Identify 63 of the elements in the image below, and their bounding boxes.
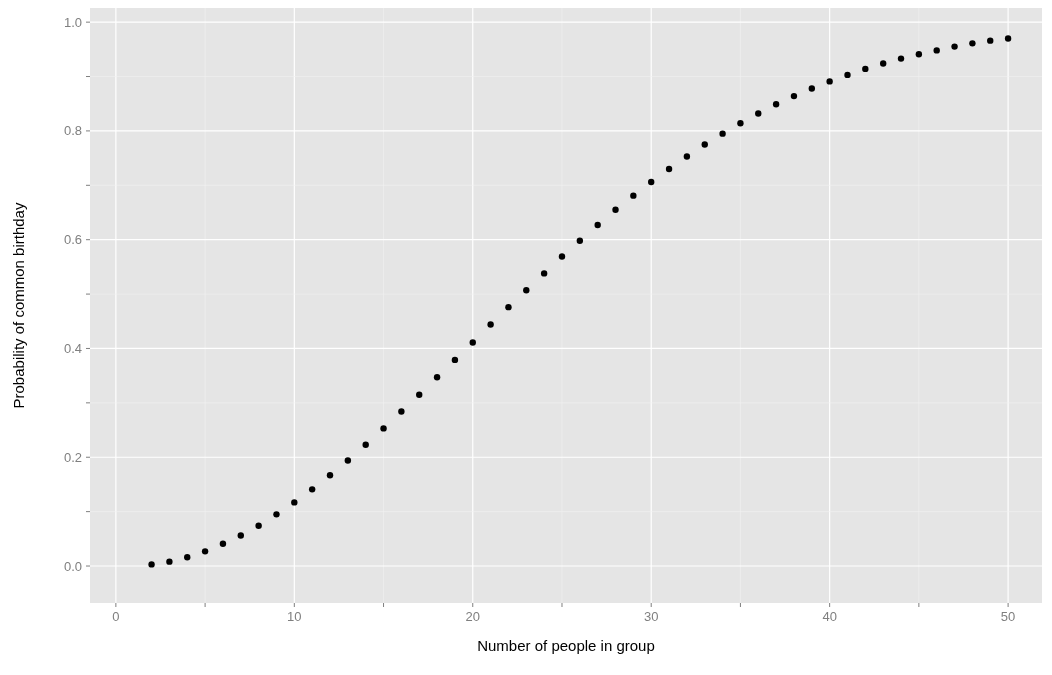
point [201,548,209,555]
point [237,532,244,539]
point [826,78,833,85]
point [1004,35,1012,42]
point [844,71,851,79]
point [505,303,512,311]
point [933,47,940,54]
point [951,43,958,50]
y-tick-label: 1.0 [63,14,82,30]
x-tick-label: 30 [643,609,659,624]
point [416,391,423,398]
point [558,253,566,260]
point [148,561,155,568]
point [576,237,584,244]
point [612,206,619,213]
x-tick-label: 20 [465,609,480,624]
point [772,101,780,108]
point [969,40,976,47]
x-tick-label: 0 [112,609,120,624]
point [344,457,352,464]
point [648,178,655,186]
y-tick-label: 0.6 [63,232,82,248]
point [166,558,173,565]
point [987,37,994,44]
y-tick-label: 0.8 [63,123,82,139]
point [683,153,691,160]
point [219,540,227,547]
point [380,425,387,432]
point [523,287,530,294]
point [630,192,637,199]
point [433,374,441,381]
point [665,165,673,173]
point [398,408,405,415]
point [255,522,262,529]
point [273,511,280,518]
point [719,130,726,137]
point [862,65,869,73]
point [737,120,744,127]
point [308,486,316,493]
x-axis-title: Number of people in group [477,637,655,654]
point [469,339,476,346]
point [594,221,601,229]
point [184,554,191,561]
x-tick-label: 50 [1000,609,1016,624]
point [808,85,816,92]
point [540,270,548,277]
y-tick-label: 0.2 [63,449,82,465]
x-tick-label: 10 [287,609,302,624]
y-axis-title: Probability of common birthday [10,202,27,409]
point [326,471,334,479]
point [362,441,369,448]
point [451,356,459,364]
point [291,499,298,506]
point [879,60,887,67]
y-tick-label: 0.0 [63,558,82,574]
point [701,141,708,148]
point [897,55,905,62]
x-tick-label: 40 [822,609,837,624]
point [755,110,762,117]
y-tick-label: 0.4 [63,340,82,356]
point [487,321,494,328]
point [790,92,798,100]
point [915,51,923,58]
